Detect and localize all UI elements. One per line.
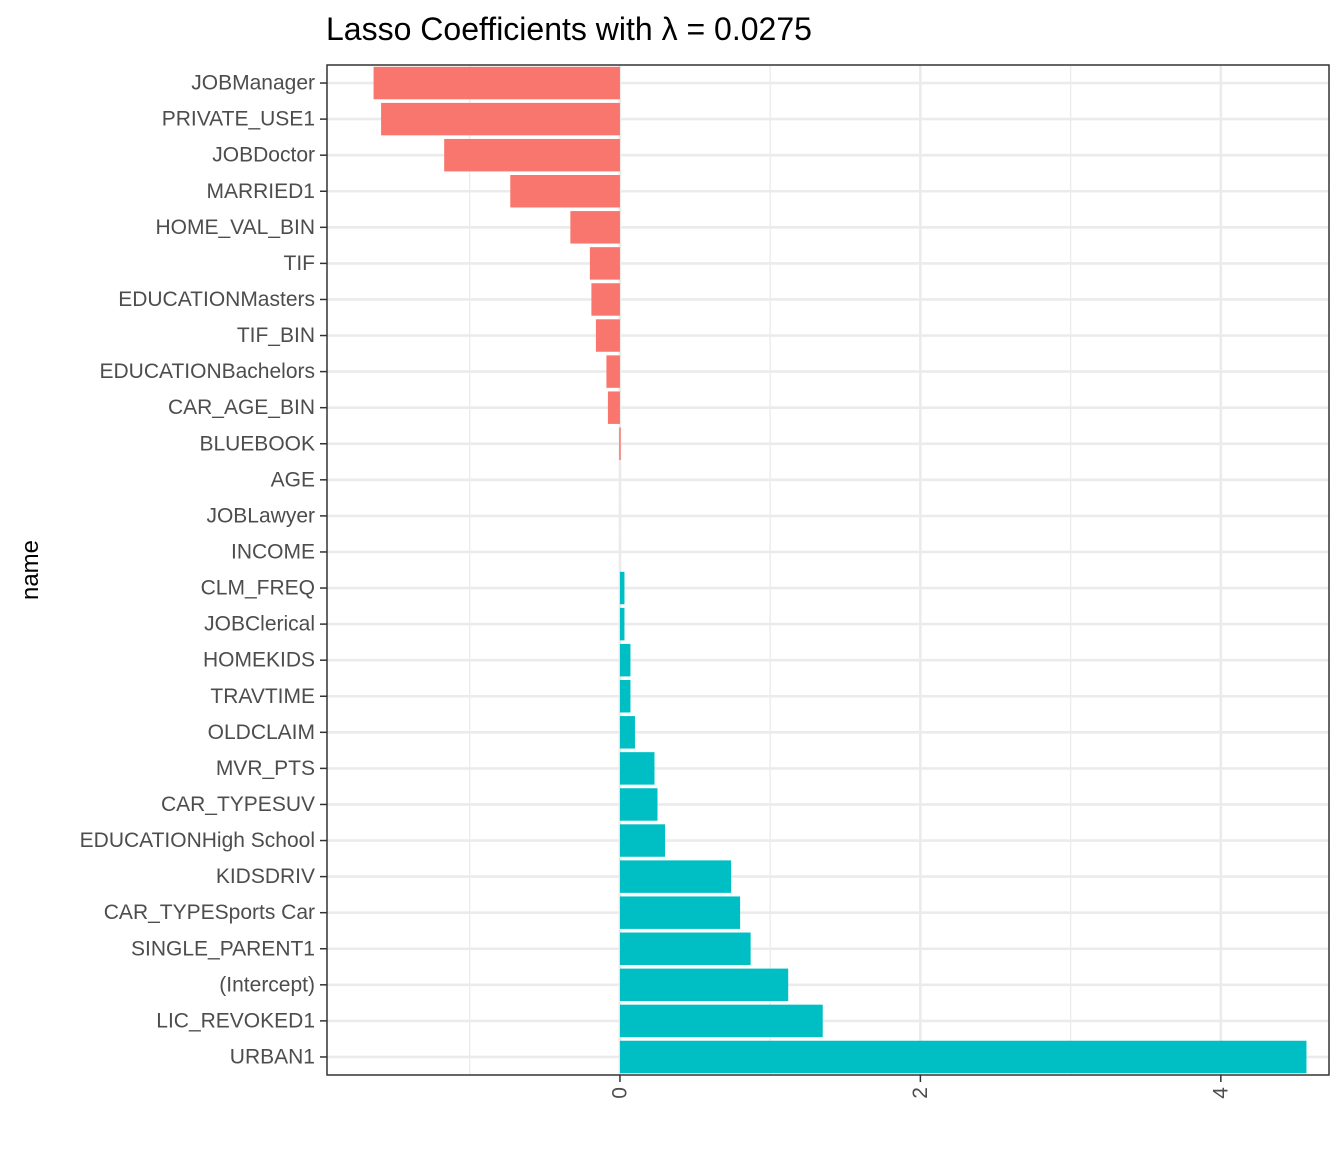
bar-travtime [619, 680, 631, 713]
bar-educationhigh-school [619, 824, 666, 857]
y-tick-label: JOBManager [191, 72, 315, 95]
bar-educationbachelors [606, 355, 620, 388]
x-axis: 0 2 4 [608, 1075, 1232, 1099]
bar-mvr-pts [619, 752, 655, 785]
bar-tif-bin [595, 319, 620, 352]
bar-age [619, 463, 621, 497]
bar-car-typesports-car [619, 896, 741, 929]
bar-homekids [619, 643, 631, 677]
bar-layer [373, 66, 1307, 1074]
y-tick-label: LIC_REVOKED1 [156, 1009, 315, 1032]
y-tick-label: SINGLE_PARENT1 [131, 937, 315, 960]
y-tick-label: TIF_BIN [237, 324, 315, 347]
bar-car-age-bin [607, 391, 620, 424]
bar-income [619, 535, 621, 569]
y-tick-label: KIDSDRIV [216, 865, 315, 888]
y-tick-label: URBAN1 [230, 1045, 315, 1068]
y-tick-label: CLM_FREQ [201, 577, 315, 600]
x-tick-label: 2 [909, 1087, 932, 1099]
bar-car-typesuv [619, 788, 658, 821]
bar-tif [589, 247, 620, 280]
y-tick-label: TRAVTIME [210, 685, 315, 708]
chart-title: Lasso Coefficients with λ = 0.0275 [326, 11, 812, 47]
x-tick-label: 4 [1209, 1087, 1232, 1099]
bar-kidsdriv [619, 860, 732, 893]
x-tick-label: 0 [608, 1087, 631, 1099]
bar-jobdoctor [444, 138, 620, 172]
y-tick-label: EDUCATIONHigh School [80, 829, 315, 852]
y-tick-label: PRIVATE_USE1 [162, 108, 315, 131]
bar-urban1 [619, 1040, 1307, 1074]
y-tick-label: AGE [271, 468, 315, 491]
y-tick-label: JOBClerical [204, 613, 315, 636]
bar-jobmanager [373, 66, 620, 100]
y-tick-label: EDUCATIONMasters [118, 288, 315, 311]
bar-clm-freq [619, 571, 625, 605]
y-tick-label: BLUEBOOK [199, 432, 315, 455]
y-tick-label: HOME_VAL_BIN [156, 216, 316, 239]
y-tick-label: JOBLawyer [206, 504, 315, 527]
panel-border [326, 64, 1330, 1076]
panel-background [327, 65, 1329, 1075]
bar-married1 [510, 175, 620, 208]
y-tick-label: CAR_TYPESports Car [104, 901, 315, 924]
bar-home-val-bin [570, 211, 620, 244]
y-tick-label: JOBDoctor [212, 144, 315, 167]
bar-intercept [619, 968, 789, 1002]
y-axis-label: name [17, 540, 44, 600]
bar-private-use1 [381, 102, 620, 136]
y-tick-label: MARRIED1 [206, 180, 315, 203]
bar-oldclaim [619, 716, 635, 749]
bar-lic-revoked1 [619, 1004, 823, 1038]
y-tick-label: CAR_TYPESUV [161, 793, 315, 816]
y-tick-label: MVR_PTS [216, 757, 315, 780]
y-tick-label: TIF [284, 252, 316, 275]
bar-jobclerical [619, 607, 625, 641]
grid-layer [327, 65, 1329, 1075]
bar-single-parent1 [619, 932, 751, 965]
bar-bluebook [619, 427, 621, 460]
y-tick-label: (Intercept) [219, 973, 315, 996]
bar-educationmasters [591, 283, 620, 316]
bar-joblawyer [619, 499, 621, 533]
y-tick-label: OLDCLAIM [208, 721, 315, 744]
y-tick-label: HOMEKIDS [203, 649, 315, 672]
y-tick-label: INCOME [231, 540, 315, 563]
y-axis: JOBManager PRIVATE_USE1 JOBDoctor MARRIED1 H… [80, 72, 327, 1068]
y-tick-label: CAR_AGE_BIN [168, 396, 315, 419]
y-tick-label: EDUCATIONBachelors [100, 360, 316, 383]
